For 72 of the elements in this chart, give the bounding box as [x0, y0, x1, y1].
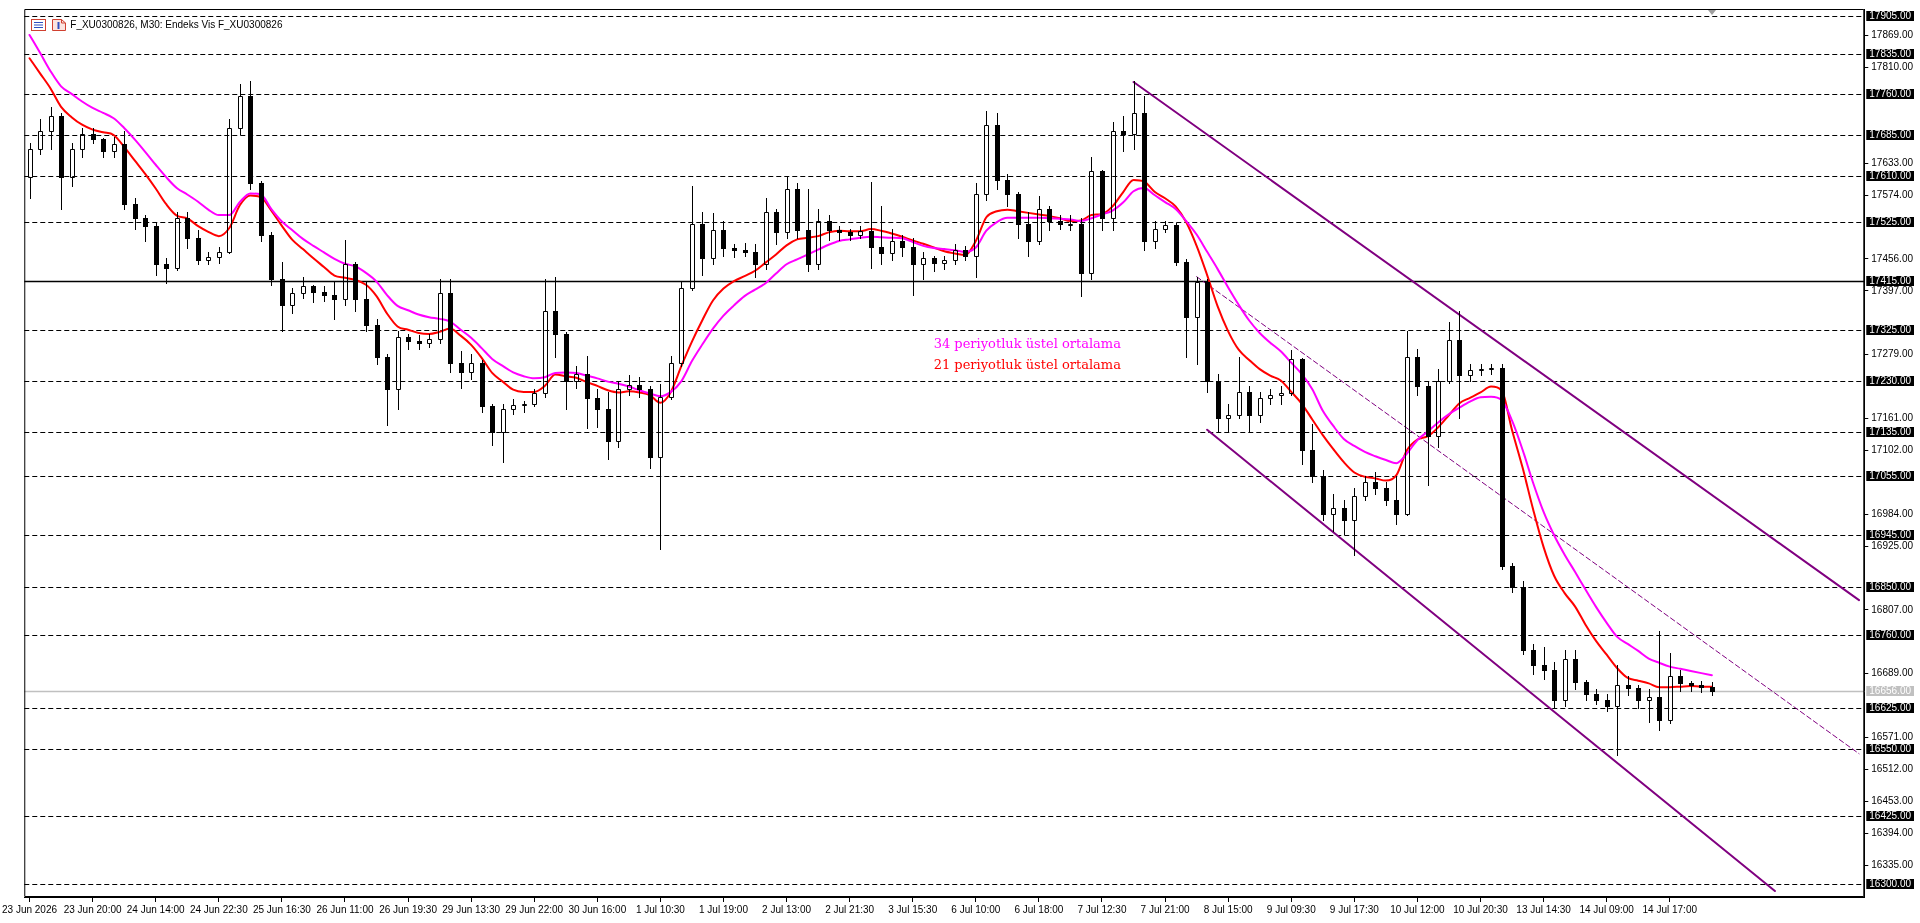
x-tick-label: 29 Jun 22:00 [505, 903, 564, 915]
ref-line-label: 16945.00 [1869, 529, 1912, 541]
y-tick-label: 17279.00 [1871, 348, 1914, 360]
x-tick-label: 13 Jul 14:30 [1516, 903, 1572, 915]
y-tick-label: 17810.00 [1871, 61, 1914, 73]
x-tick-label: 9 Jul 09:30 [1266, 903, 1317, 915]
ref-line-label: 16760.00 [1869, 629, 1912, 641]
y-tick-label: 17574.00 [1871, 188, 1914, 200]
x-tick-label: 24 Jun 14:00 [126, 903, 186, 915]
ref-line-label: 16656.00 [1869, 685, 1912, 697]
x-tick-label: 30 Jun 16:00 [568, 903, 627, 915]
x-tick-label: 23 Jun 20:00 [63, 903, 122, 915]
candlestick [1394, 476, 1399, 525]
x-tick-label: 7 Jul 21:00 [1140, 903, 1190, 915]
y-tick-label: 17397.00 [1871, 284, 1914, 296]
candlestick [1331, 494, 1336, 532]
y-tick-label: 17161.00 [1871, 412, 1914, 424]
candlestick [1542, 647, 1547, 680]
ref-line-label: 17760.00 [1869, 88, 1912, 100]
y-tick-label: 16925.00 [1871, 539, 1914, 551]
x-tick-label: 9 Jul 17:30 [1329, 903, 1380, 915]
ref-line-label: 17610.00 [1869, 170, 1912, 182]
y-tick-label: 16335.00 [1871, 858, 1914, 870]
y-tick-label: 16394.00 [1871, 826, 1914, 838]
x-tick-label: 14 Jul 09:00 [1579, 903, 1635, 915]
x-tick-label: 6 Jul 18:00 [1014, 903, 1064, 915]
text: 34 periyotluk üstel ortalama [933, 336, 1122, 352]
x-tick-label: 1 Jul 19:00 [699, 903, 749, 915]
ref-line-label: 16550.00 [1869, 743, 1912, 755]
x-tick-label: 8 Jul 15:00 [1203, 903, 1254, 915]
y-tick-label: 17102.00 [1871, 444, 1914, 456]
ref-line-label: 17055.00 [1869, 470, 1912, 482]
ref-line-label: 17525.00 [1869, 216, 1912, 228]
x-tick-label: 6 Jul 10:00 [951, 903, 1001, 915]
x-tick-label: 29 Jun 13:30 [442, 903, 501, 915]
candlestick [585, 356, 590, 429]
candlestick [595, 389, 600, 428]
y-tick-label: 17869.00 [1871, 29, 1914, 41]
ref-line-label: 17905.00 [1869, 10, 1912, 22]
x-tick-label: 2 Jul 21:30 [825, 903, 875, 915]
y-tick-label: 16453.00 [1871, 795, 1914, 807]
x-tick-label: 10 Jul 12:00 [1390, 903, 1446, 915]
ref-line-label: 16425.00 [1869, 810, 1912, 822]
ref-line-label: 16850.00 [1869, 581, 1912, 593]
text: 21 periyotluk üstel ortalama [933, 357, 1122, 373]
y-tick-label: 17456.00 [1871, 252, 1914, 264]
x-tick-label: 26 Jun 19:30 [379, 903, 438, 915]
ref-line-label: 17325.00 [1869, 324, 1912, 336]
x-tick-label: 25 Jun 16:30 [252, 903, 312, 915]
ref-line-label: 17415.00 [1869, 275, 1912, 287]
y-tick-label: 16571.00 [1871, 731, 1914, 743]
text: F_XU0300826, M30: Endeks Vis F_XU0300826 [70, 18, 283, 30]
ref-line-label: 17230.00 [1869, 375, 1912, 387]
x-tick-label: 3 Jul 15:30 [888, 903, 938, 915]
ref-line-label: 16625.00 [1869, 702, 1912, 714]
ref-line-label: 16300.00 [1869, 878, 1912, 890]
x-tick-label: 24 Jun 22:30 [189, 903, 249, 915]
x-tick-label: 10 Jul 20:30 [1453, 903, 1509, 915]
x-tick-label: 14 Jul 17:00 [1642, 903, 1698, 915]
x-tick-label: 2 Jul 13:00 [762, 903, 812, 915]
ref-line-label: 17835.00 [1869, 48, 1912, 60]
x-tick-label: 26 Jun 11:00 [316, 903, 374, 915]
y-tick-label: 16984.00 [1871, 507, 1914, 519]
y-tick-label: 16689.00 [1871, 667, 1914, 679]
x-tick-label: 7 Jul 12:30 [1077, 903, 1127, 915]
x-tick-label: 1 Jul 10:30 [635, 903, 686, 915]
x-tick-label: 23 Jun 2026 [2, 903, 58, 915]
y-tick-label: 16512.00 [1871, 763, 1914, 775]
y-tick-label: 17633.00 [1871, 156, 1914, 168]
y-tick-label: 16807.00 [1871, 603, 1914, 615]
ref-line-label: 17135.00 [1869, 426, 1912, 438]
ref-line-label: 17685.00 [1869, 129, 1912, 141]
